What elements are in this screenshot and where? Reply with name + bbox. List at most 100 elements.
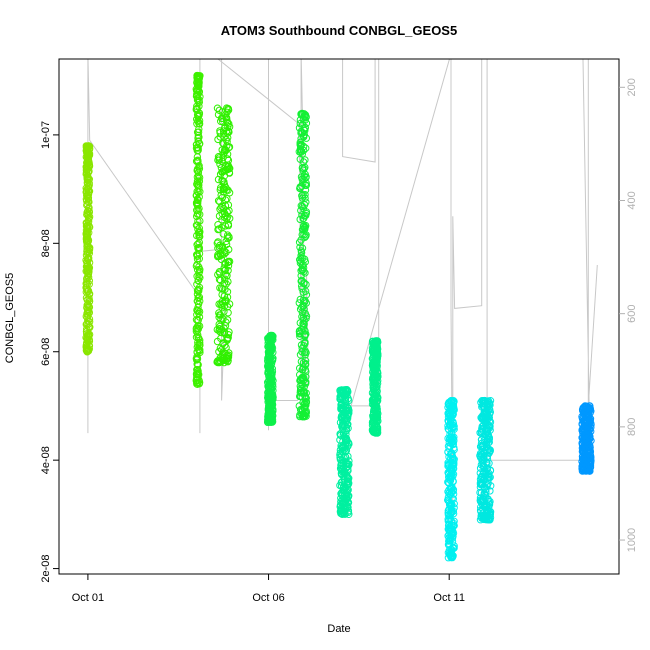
data-point (479, 441, 487, 450)
data-point (372, 343, 381, 351)
data-point (301, 332, 309, 340)
data-point (193, 165, 202, 173)
data-point (218, 297, 227, 306)
point-cluster (192, 71, 204, 388)
data-point (195, 125, 203, 134)
data-point (214, 358, 222, 367)
data-point (195, 96, 203, 104)
data-point (224, 221, 233, 230)
data-point (486, 401, 494, 409)
data-point (585, 453, 593, 461)
data-point (301, 347, 309, 355)
data-point (296, 184, 304, 193)
data-point (216, 241, 224, 250)
data-point (478, 472, 487, 481)
data-point (84, 186, 93, 194)
data-point (476, 496, 484, 504)
data-point (486, 516, 494, 524)
data-point (300, 280, 308, 288)
y-axis-title: CONBGL_GEOS5 (4, 273, 16, 363)
data-point (223, 155, 232, 163)
data-point (339, 458, 348, 467)
data-point (267, 344, 275, 352)
data-point (214, 225, 222, 234)
point-cluster (336, 386, 353, 518)
data-point (223, 194, 231, 203)
data-point (195, 273, 203, 281)
data-point (220, 250, 229, 258)
series-line (87, 59, 598, 526)
data-point (582, 416, 591, 424)
data-point (447, 416, 455, 424)
data-point (578, 441, 587, 449)
data-point (587, 457, 595, 465)
data-point (444, 515, 452, 523)
data-point (220, 329, 229, 337)
data-point (484, 413, 493, 421)
data-point (344, 475, 353, 483)
data-point (476, 516, 485, 524)
data-point (299, 166, 307, 174)
data-point (446, 421, 454, 429)
data-point (225, 233, 233, 241)
data-point (450, 425, 458, 433)
data-point (339, 420, 347, 429)
data-point (487, 482, 495, 490)
data-point (298, 150, 306, 158)
data-point (84, 190, 93, 199)
data-point (302, 144, 310, 152)
data-point (214, 197, 223, 205)
data-point (222, 280, 230, 288)
data-point (486, 466, 495, 474)
data-point (337, 469, 346, 478)
data-point (194, 217, 202, 226)
data-point (343, 420, 351, 429)
data-point (301, 269, 309, 277)
data-point (338, 509, 346, 518)
data-point (482, 485, 490, 494)
data-point (85, 249, 94, 258)
data-point (195, 163, 203, 171)
data-point (299, 296, 308, 304)
data-point (193, 353, 201, 361)
data-point (217, 203, 225, 212)
data-point (342, 439, 350, 447)
data-point (83, 262, 91, 270)
data-point (298, 175, 306, 183)
data-point (195, 80, 203, 88)
axes: 2e-08 4e-08 6e-08 8e-08 1e-07 Oct 01 Oct 06 Oct… (40, 78, 638, 604)
data-point (342, 413, 351, 422)
data-point (448, 429, 456, 437)
data-point (215, 106, 224, 115)
data-point (298, 202, 307, 211)
data-point (300, 342, 308, 350)
data-point (297, 247, 305, 255)
data-point (224, 231, 232, 239)
data-point (213, 337, 222, 346)
data-point (216, 160, 224, 168)
y-tick-label: 4e-08 (40, 446, 52, 474)
data-point (446, 413, 454, 421)
data-point (299, 363, 307, 371)
data-point (222, 113, 230, 121)
data-point (195, 109, 204, 117)
data-point (579, 404, 587, 412)
data-point (220, 247, 229, 255)
point-cluster (264, 331, 277, 426)
data-point (373, 402, 381, 411)
data-point (484, 507, 492, 516)
data-point (449, 509, 458, 518)
data-point (82, 233, 91, 242)
data-point (194, 303, 202, 312)
data-point (586, 451, 594, 459)
data-point (486, 508, 495, 516)
data-point (84, 270, 93, 278)
data-point (446, 434, 454, 442)
data-point (372, 413, 380, 421)
data-point (194, 379, 202, 387)
data-point (297, 303, 306, 311)
point-cluster (368, 337, 382, 437)
data-point (194, 112, 202, 121)
data-point (194, 330, 202, 339)
